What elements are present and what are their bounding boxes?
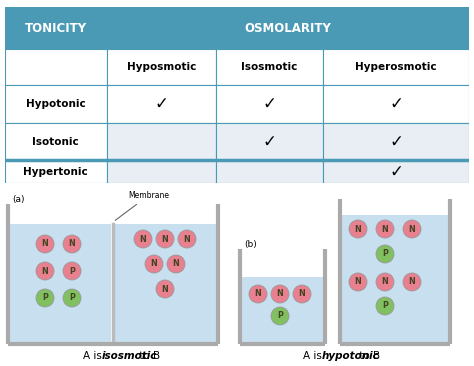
Text: N: N — [173, 259, 179, 269]
Bar — [242, 277, 323, 342]
Text: N: N — [162, 284, 168, 294]
Text: ✓: ✓ — [389, 163, 403, 180]
Circle shape — [271, 307, 289, 325]
Text: Isosmotic: Isosmotic — [241, 62, 298, 72]
Circle shape — [376, 297, 394, 315]
Bar — [342, 215, 448, 342]
FancyBboxPatch shape — [5, 7, 107, 49]
Text: Isotonic: Isotonic — [32, 137, 79, 147]
Circle shape — [156, 280, 174, 298]
Text: P: P — [42, 294, 48, 303]
Circle shape — [349, 220, 367, 238]
Text: P: P — [277, 311, 283, 321]
FancyBboxPatch shape — [216, 49, 323, 85]
Text: OSMOLARITY: OSMOLARITY — [245, 22, 331, 35]
Text: N: N — [69, 239, 75, 249]
Text: N: N — [42, 266, 48, 276]
FancyBboxPatch shape — [216, 123, 323, 160]
Text: Hypertonic: Hypertonic — [23, 167, 88, 176]
Text: N: N — [409, 277, 415, 287]
Text: ✓: ✓ — [263, 95, 276, 113]
Text: N: N — [277, 290, 283, 299]
FancyBboxPatch shape — [107, 160, 216, 183]
Circle shape — [145, 255, 163, 273]
Text: N: N — [183, 235, 191, 243]
Text: ✓: ✓ — [389, 133, 403, 151]
Text: N: N — [151, 259, 157, 269]
Text: N: N — [42, 239, 48, 249]
Text: N: N — [355, 224, 361, 234]
Text: ✓: ✓ — [389, 95, 403, 113]
Text: to B: to B — [356, 351, 380, 361]
Text: Hyperosmotic: Hyperosmotic — [356, 62, 437, 72]
Circle shape — [376, 273, 394, 291]
Bar — [10, 224, 111, 342]
Text: A is: A is — [303, 351, 325, 361]
Text: A is: A is — [83, 351, 105, 361]
Text: P: P — [382, 250, 388, 258]
Circle shape — [134, 230, 152, 248]
FancyBboxPatch shape — [107, 7, 469, 49]
Text: TONICITY: TONICITY — [25, 22, 87, 35]
Circle shape — [167, 255, 185, 273]
Text: Hypotonic: Hypotonic — [26, 99, 86, 109]
Text: N: N — [162, 235, 168, 243]
FancyBboxPatch shape — [323, 49, 469, 85]
FancyBboxPatch shape — [107, 49, 216, 85]
Text: P: P — [69, 266, 75, 276]
Circle shape — [376, 245, 394, 263]
FancyBboxPatch shape — [216, 160, 323, 183]
Circle shape — [63, 289, 81, 307]
Circle shape — [271, 285, 289, 303]
Circle shape — [36, 235, 54, 253]
Circle shape — [249, 285, 267, 303]
FancyBboxPatch shape — [5, 160, 107, 183]
Circle shape — [403, 273, 421, 291]
FancyBboxPatch shape — [5, 85, 107, 123]
Circle shape — [403, 220, 421, 238]
Text: ✓: ✓ — [263, 133, 276, 151]
Text: ✓: ✓ — [155, 95, 168, 113]
Text: (b): (b) — [244, 240, 257, 249]
Text: P: P — [69, 294, 75, 303]
Circle shape — [36, 289, 54, 307]
FancyBboxPatch shape — [107, 85, 216, 123]
FancyBboxPatch shape — [323, 160, 469, 183]
Circle shape — [36, 262, 54, 280]
FancyBboxPatch shape — [107, 123, 216, 160]
Circle shape — [349, 273, 367, 291]
Text: N: N — [382, 224, 388, 234]
Circle shape — [156, 230, 174, 248]
Text: hypotonic: hypotonic — [322, 351, 380, 361]
Text: (a): (a) — [12, 195, 25, 204]
FancyBboxPatch shape — [5, 123, 107, 160]
Text: N: N — [140, 235, 146, 243]
Bar — [115, 224, 216, 342]
FancyBboxPatch shape — [216, 85, 323, 123]
Text: Hyposmotic: Hyposmotic — [127, 62, 196, 72]
Circle shape — [63, 235, 81, 253]
Text: N: N — [409, 224, 415, 234]
Text: N: N — [382, 277, 388, 287]
FancyBboxPatch shape — [323, 85, 469, 123]
Text: to B: to B — [136, 351, 160, 361]
Text: Membrane: Membrane — [115, 191, 169, 220]
Circle shape — [376, 220, 394, 238]
Text: N: N — [299, 290, 305, 299]
Text: isosmotic: isosmotic — [102, 351, 157, 361]
FancyBboxPatch shape — [323, 123, 469, 160]
Circle shape — [178, 230, 196, 248]
Text: N: N — [355, 277, 361, 287]
FancyBboxPatch shape — [5, 49, 107, 85]
Circle shape — [293, 285, 311, 303]
Circle shape — [63, 262, 81, 280]
Text: P: P — [382, 302, 388, 310]
Text: N: N — [255, 290, 261, 299]
